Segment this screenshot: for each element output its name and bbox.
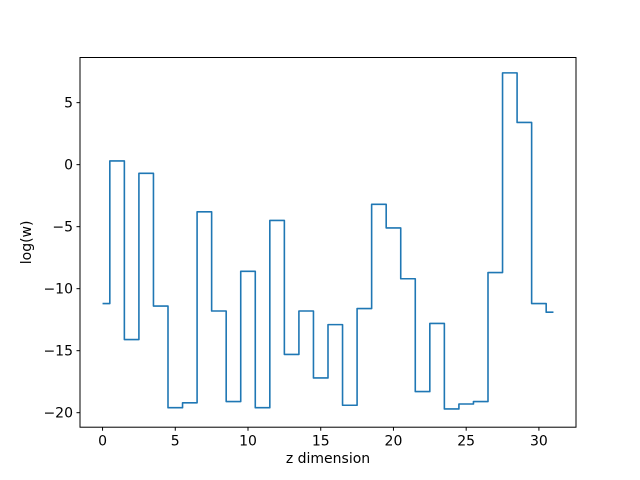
x-tick-label: 0 xyxy=(98,434,107,450)
x-tick-label: 10 xyxy=(239,434,257,450)
y-axis-label: log(w) xyxy=(19,221,35,265)
x-tick-label: 5 xyxy=(171,434,180,450)
plot-area xyxy=(79,57,577,428)
x-tick-label: 25 xyxy=(457,434,475,450)
y-tick-label: 5 xyxy=(64,95,73,111)
y-tick-label: −20 xyxy=(43,405,73,421)
x-tick-label: 30 xyxy=(530,434,548,450)
y-tick-label: 0 xyxy=(64,157,73,173)
x-axis: 0 5 10 15 20 25 30 xyxy=(98,427,548,450)
y-tick-label: −10 xyxy=(43,281,73,297)
y-tick-label: −15 xyxy=(43,343,73,359)
y-axis: 5 0 −5 −10 −15 −20 xyxy=(43,95,80,421)
step-line xyxy=(102,72,554,410)
y-tick-label: −5 xyxy=(52,219,73,235)
x-tick-label: 20 xyxy=(385,434,403,450)
x-axis-label: z dimension xyxy=(286,451,370,467)
x-tick-label: 15 xyxy=(312,434,330,450)
